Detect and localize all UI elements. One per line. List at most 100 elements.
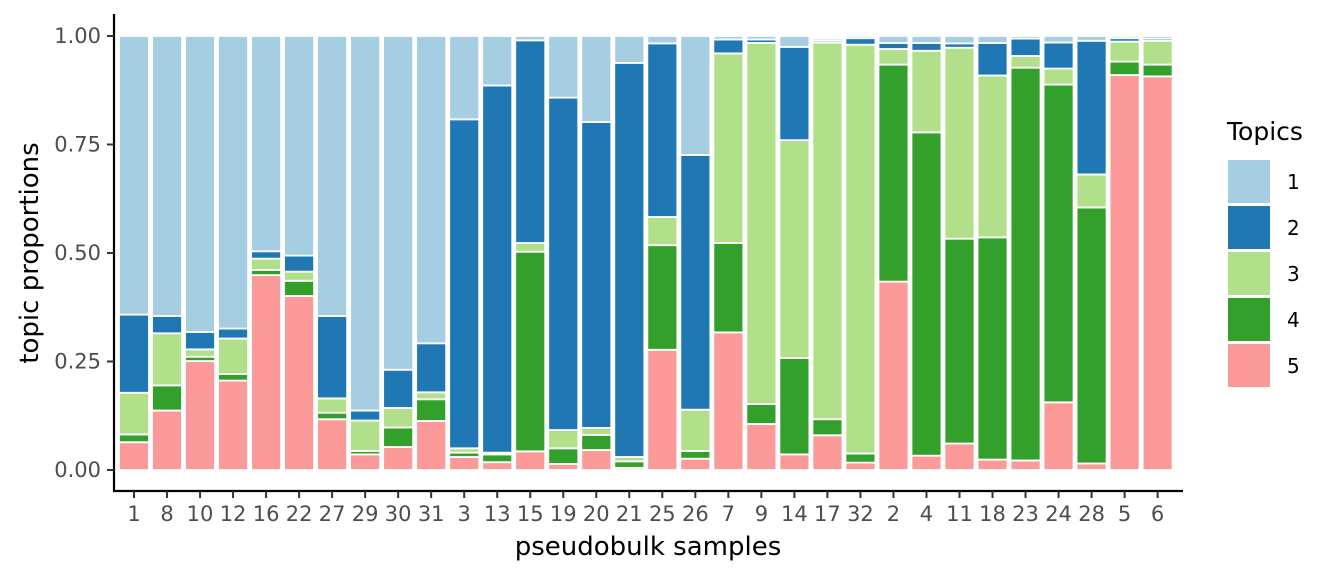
bar-segment [910, 42, 943, 52]
x-tick-label: 30 [385, 502, 412, 526]
bar-segment [250, 250, 282, 260]
y-tick-label: 0.50 [54, 241, 101, 265]
x-tick-label: 22 [286, 502, 313, 526]
x-tick-label: 19 [550, 502, 577, 526]
bar-segment [943, 46, 976, 240]
legend-swatch [1228, 160, 1270, 203]
bar-segment [1075, 462, 1108, 471]
bar-segment [745, 423, 778, 471]
x-tick-label: 23 [1012, 502, 1039, 526]
x-tick-label: 32 [847, 502, 874, 526]
bar-segment [514, 250, 547, 453]
bar-segment [778, 35, 811, 48]
y-ticks: 0.00 0.25 0.50 0.75 1.00 [54, 24, 114, 482]
bar-segment [283, 279, 316, 297]
bar-segment [943, 35, 976, 45]
bar-segment [1108, 74, 1141, 471]
legend-label: 1 [1287, 170, 1300, 194]
bar-segment [844, 35, 877, 40]
bar-segment [151, 315, 183, 335]
bar-segment [580, 449, 613, 471]
bars-layer [118, 35, 1174, 471]
x-tick-label: 6 [1151, 502, 1164, 526]
bar-segment [382, 426, 415, 448]
bar-segment [1009, 66, 1042, 462]
bar-segment [514, 39, 547, 244]
bar-segment [877, 48, 910, 66]
bar-segment [745, 403, 778, 425]
bar-segment [1075, 35, 1108, 42]
bar-segment [151, 409, 183, 471]
bar-segment [547, 429, 580, 450]
bar-segment [217, 327, 249, 340]
bar-segment [1108, 35, 1141, 40]
bar-segment [184, 331, 216, 351]
bar-segment [349, 453, 382, 471]
x-tick-label: 29 [352, 502, 379, 526]
bar-segment [778, 139, 811, 359]
legend-swatch [1228, 206, 1270, 249]
bar-segment [382, 407, 415, 429]
bar-segment [316, 397, 349, 414]
x-tick-label: 27 [319, 502, 346, 526]
x-tick-label: 10 [187, 502, 214, 526]
bar-segment [250, 257, 282, 271]
bar-segment [1042, 67, 1075, 86]
x-tick-label: 2 [887, 502, 900, 526]
bar-segment [1108, 40, 1141, 63]
bar-segment [976, 74, 1009, 239]
bar-segment [712, 242, 745, 334]
x-tick-label: 21 [616, 502, 643, 526]
bar-segment [118, 391, 150, 436]
x-tick-label: 3 [458, 502, 471, 526]
bar-segment [481, 461, 514, 471]
bar-segment [646, 35, 679, 45]
bar-segment [184, 348, 216, 358]
bar-segment [679, 408, 712, 452]
x-tick-label: 15 [517, 502, 544, 526]
x-tick-label: 7 [722, 502, 735, 526]
bar-segment [217, 379, 249, 471]
y-tick-label: 0.25 [54, 350, 101, 374]
bar-segment [415, 391, 448, 401]
bar-segment [151, 35, 183, 317]
legend-label: 4 [1287, 308, 1300, 332]
bar-segment [283, 295, 316, 471]
bar-segment [316, 418, 349, 471]
bar-segment [1042, 41, 1075, 70]
bar-segment [613, 460, 646, 469]
bar-segment [910, 49, 943, 134]
bar-segment [514, 450, 547, 471]
bar-segment [811, 37, 844, 42]
x-tick-label: 12 [220, 502, 247, 526]
x-tick-label: 16 [253, 502, 280, 526]
bar-segment [415, 35, 448, 345]
legend-title: Topics [1226, 117, 1303, 146]
bar-segment [481, 35, 514, 87]
bar-segment [448, 35, 481, 121]
bar-segment [1042, 401, 1075, 471]
bar-segment [547, 447, 580, 465]
bar-segment [877, 280, 910, 471]
bar-segment [778, 45, 811, 142]
bar-segment [349, 419, 382, 452]
bar-segment [151, 332, 183, 387]
bar-segment [1141, 39, 1174, 66]
bar-segment [481, 453, 514, 464]
bar-segment [811, 418, 844, 437]
bar-segment [1075, 39, 1108, 176]
bar-segment [1141, 75, 1174, 471]
bar-segment [712, 331, 745, 471]
bar-segment [679, 449, 712, 460]
bar-segment [778, 453, 811, 471]
x-tick-label: 26 [682, 502, 709, 526]
bar-segment [1075, 173, 1108, 209]
bar-segment [976, 458, 1009, 471]
x-tick-label: 17 [814, 502, 841, 526]
legend-label: 3 [1287, 262, 1300, 286]
bar-segment [250, 35, 282, 253]
x-tick-label: 11 [946, 502, 973, 526]
bar-segment [778, 357, 811, 456]
bar-segment [1075, 206, 1108, 465]
bar-segment [877, 42, 910, 50]
